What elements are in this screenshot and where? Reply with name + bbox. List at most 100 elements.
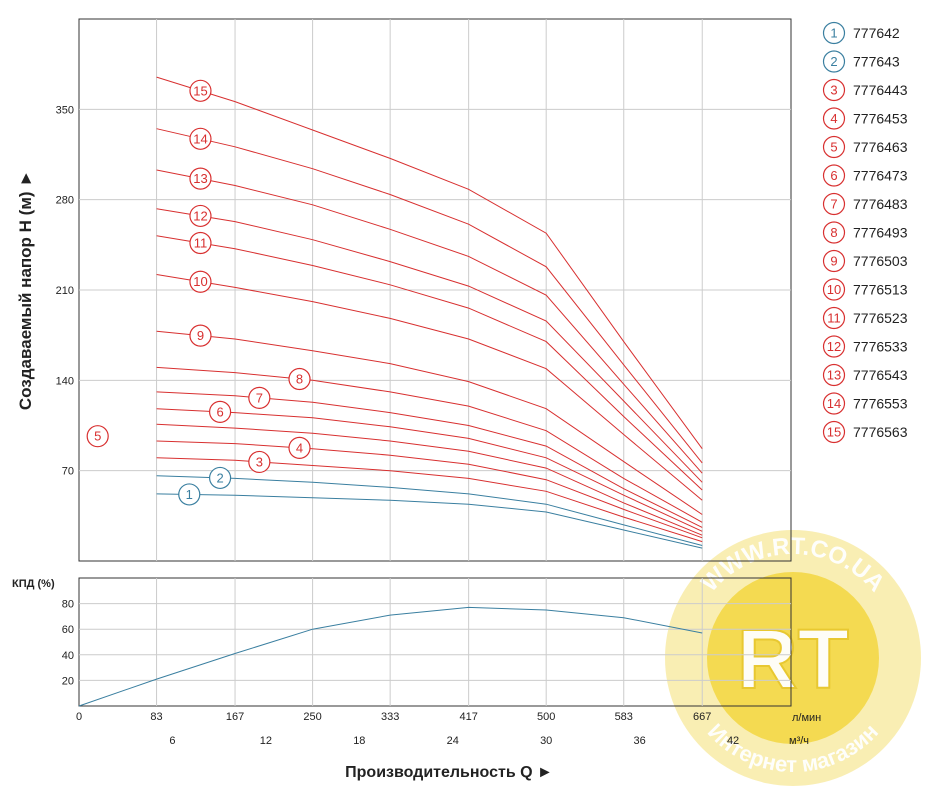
- curve-badge-circle: [189, 127, 212, 150]
- watermark-logo-letters: RT: [737, 612, 849, 706]
- efficiency-y-tick-label: 80: [62, 599, 74, 611]
- legend-item: 14 7776553: [822, 392, 908, 415]
- legend-item: 1 777642: [822, 21, 900, 45]
- x-tick-label-lmin: 417: [459, 711, 477, 723]
- curve-badge-number: 4: [296, 440, 303, 455]
- curve-badge-13: 13: [189, 167, 212, 190]
- curve-badge-number: 7: [256, 390, 263, 405]
- head-curve-8: [156, 366, 703, 523]
- curve-badge-circle: [189, 270, 212, 293]
- head-curve-14: [156, 128, 703, 464]
- x-unit-m3h: м³/ч: [789, 735, 809, 747]
- legend-badge-circle: [822, 78, 846, 102]
- x-tick-label-m3h: 24: [447, 735, 459, 747]
- head-y-tick-label: 350: [56, 104, 74, 116]
- efficiency-chart-frame: [78, 577, 792, 707]
- head-y-tick-label: 210: [56, 285, 74, 297]
- legend-badge-number: 13: [827, 368, 841, 383]
- curve-badge-number: 8: [296, 372, 303, 387]
- legend-badge-circle: [822, 278, 846, 301]
- legend-badge-circle: [822, 21, 846, 45]
- curve-badge-number: 14: [193, 131, 207, 146]
- legend-badge-circle: [822, 221, 846, 244]
- legend-entry-label: 7776513: [853, 282, 908, 298]
- curve-badge-circle: [208, 466, 232, 490]
- curve-badge-number: 10: [193, 274, 207, 289]
- legend-item: 4 7776453: [822, 107, 908, 130]
- curve-badge-circle: [288, 436, 311, 459]
- curve-badge-circle: [248, 450, 271, 474]
- curve-badge-circle: [189, 204, 212, 228]
- legend-entry-label: 7776493: [853, 225, 908, 241]
- legend-badge-number: 12: [827, 339, 841, 354]
- legend-entry-label: 7776443: [853, 82, 908, 98]
- legend-badge-number: 8: [830, 225, 837, 240]
- efficiency-curve: [78, 606, 703, 707]
- legend-badge-circle: [822, 363, 846, 387]
- head-curve-9: [156, 330, 703, 515]
- curve-badge-circle: [189, 324, 212, 347]
- curve-badge-4: 4: [288, 436, 311, 459]
- legend-badge-number: 14: [827, 396, 841, 411]
- legend-item: 13 7776543: [822, 363, 908, 387]
- efficiency-y-tick-label: 60: [62, 624, 74, 636]
- curve-badge-6: 6: [208, 400, 232, 423]
- curve-badge-number: 3: [256, 454, 263, 469]
- x-tick-label-lmin: 167: [226, 711, 244, 723]
- legend-badge-number: 5: [830, 140, 837, 155]
- curve-badge-7: 7: [248, 386, 271, 409]
- legend-badge-number: 6: [830, 168, 837, 183]
- curve-badge-3: 3: [248, 450, 271, 474]
- x-tick-label-m3h: 12: [260, 735, 272, 747]
- curve-badge-number: 13: [193, 171, 207, 186]
- legend-entry-label: 777643: [853, 54, 900, 70]
- legend-badge-circle: [822, 135, 846, 159]
- legend-item: 10 7776513: [822, 278, 908, 301]
- head-curve-15: [156, 76, 703, 449]
- curve-badge-number: 11: [194, 236, 208, 251]
- x-tick-label-m3h: 18: [353, 735, 365, 747]
- head-y-tick-label: 70: [62, 466, 74, 478]
- x-tick-label-lmin: 0: [76, 711, 82, 723]
- curve-badge-1: 1: [178, 483, 201, 506]
- legend-item: 3 7776443: [822, 78, 908, 102]
- legend-badge-circle: [822, 249, 846, 273]
- curve-badge-circle: [189, 231, 212, 255]
- curve-badge-number: 6: [216, 404, 223, 419]
- x-axis: 0 83 167 250 333 417 500 583 667 л/мин 6 12 18 24 30 36…: [76, 711, 821, 781]
- curve-badge-number: 12: [193, 208, 207, 223]
- legend-entry-label: 7776543: [853, 367, 908, 383]
- curve-badge-12: 12: [189, 204, 212, 228]
- x-tick-label-m3h: 30: [540, 735, 552, 747]
- legend-item: 15 7776563: [822, 420, 908, 444]
- curve-badge-number: 9: [197, 328, 204, 343]
- legend-entry-label: 7776463: [853, 139, 908, 155]
- legend-entry-label: 7776533: [853, 339, 908, 355]
- curve-badge-number: 15: [193, 83, 207, 98]
- curve-badge-circle: [86, 425, 109, 448]
- curve-badge-8: 8: [288, 367, 311, 391]
- curve-badge-5: 5: [86, 425, 109, 448]
- legend-entry-label: 7776503: [853, 253, 908, 269]
- legend-entry-label: 7776523: [853, 310, 908, 326]
- legend-badge-number: 10: [827, 282, 841, 297]
- head-curve-12: [156, 208, 703, 483]
- legend-badge-circle: [822, 420, 846, 444]
- curve-badge-circle: [189, 167, 212, 190]
- curve-badge-circle: [248, 386, 271, 409]
- head-curve-13: [156, 169, 703, 474]
- x-axis-title: Производительность Q ►: [345, 764, 553, 781]
- legend-badge-circle: [822, 192, 846, 216]
- legend-badge-circle: [822, 306, 846, 330]
- curve-badge-11: 11: [189, 231, 212, 255]
- legend-entry-label: 7776473: [853, 168, 908, 184]
- efficiency-y-axis-title: КПД (%): [12, 578, 55, 590]
- head-curve-11: [156, 235, 703, 491]
- curve-badge-number: 1: [186, 487, 193, 502]
- legend-badge-number: 4: [830, 111, 837, 126]
- curve-badge-circle: [288, 367, 311, 391]
- legend-badge-circle: [822, 164, 846, 187]
- watermark-inner-disc: [707, 572, 879, 744]
